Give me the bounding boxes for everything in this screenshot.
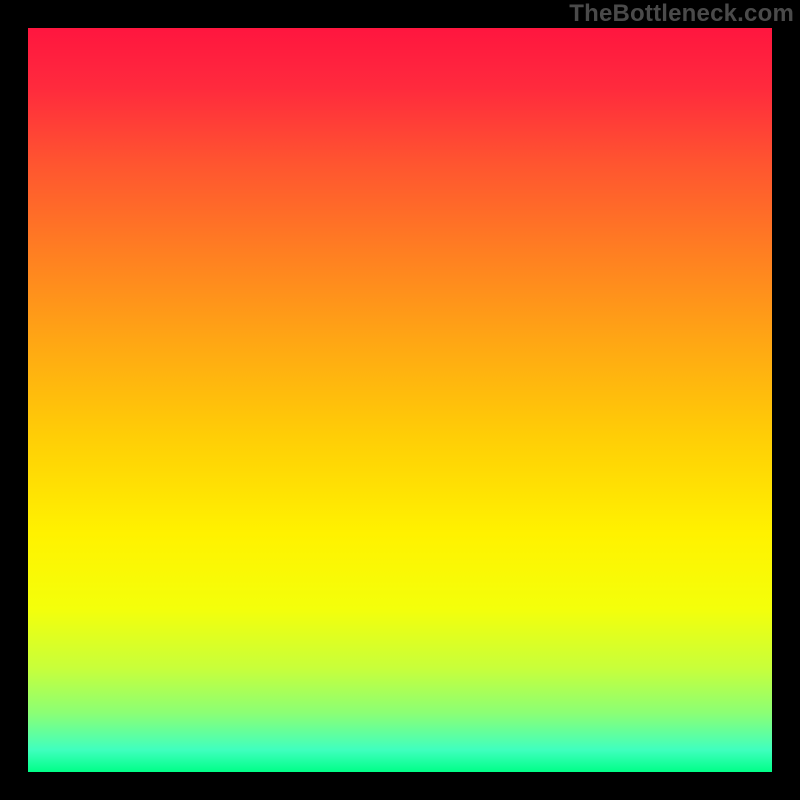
frame-bottom bbox=[0, 772, 800, 800]
frame-right bbox=[772, 0, 800, 800]
plot-area bbox=[28, 28, 772, 772]
gradient-background bbox=[28, 28, 772, 772]
watermark-text: TheBottleneck.com bbox=[569, 0, 794, 28]
frame-left bbox=[0, 0, 28, 800]
